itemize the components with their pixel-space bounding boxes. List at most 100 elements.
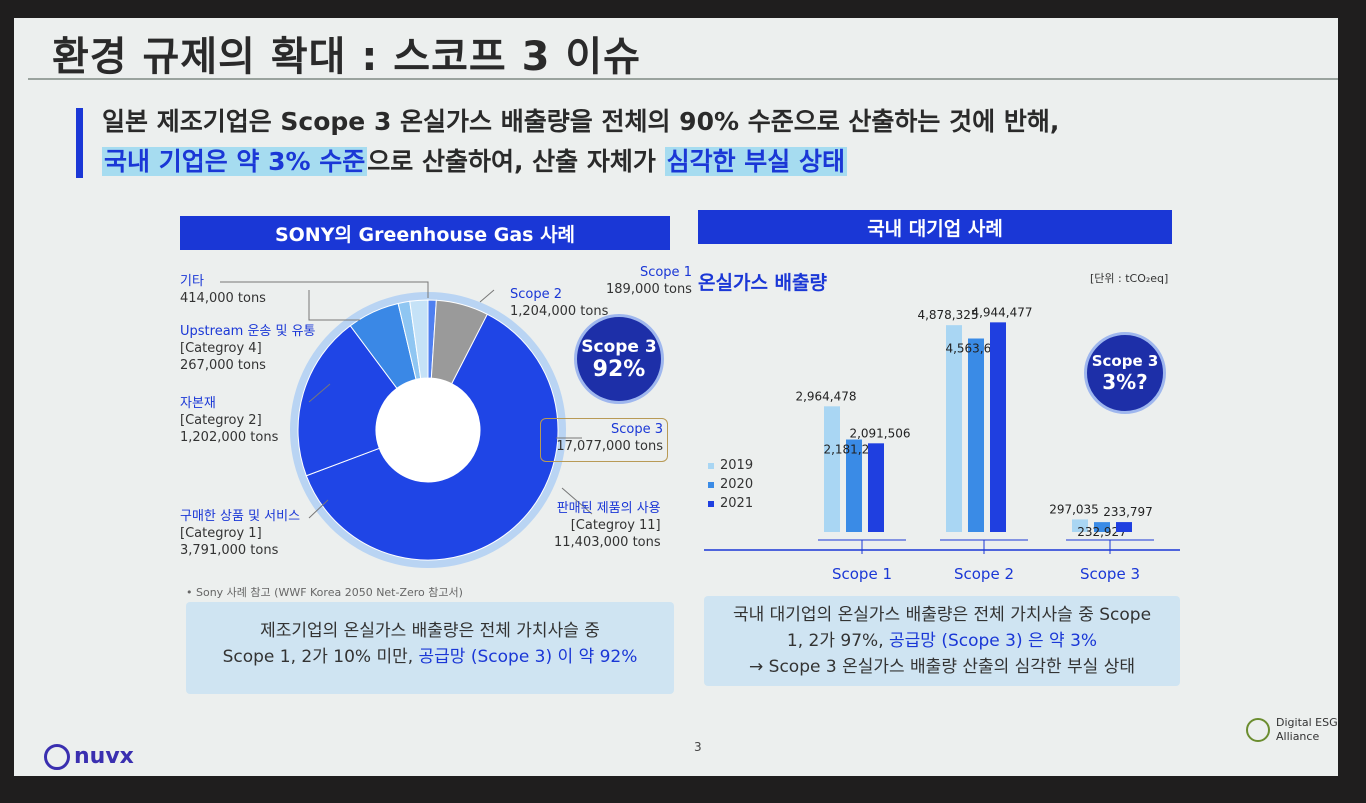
pie-leader-line-4: [479, 289, 495, 303]
lead-highlight-1: 국내 기업은 약 3% 수준: [102, 147, 368, 176]
lead-accent-bar: [76, 108, 83, 178]
pie-label-sold-products: 판매된 제품의 사용 [Categroy 11] 11,403,000 tons: [554, 500, 661, 551]
pie-leader-line-6: [561, 487, 593, 515]
legend-2019-swatch: [708, 462, 714, 469]
pie-label-capital-sub: [Categroy 2]: [180, 413, 262, 428]
domestic-summary-line3: → Scope 3 온실가스 배출량 산출의 심각한 부실 상태: [749, 657, 1135, 677]
pie-slice-3: [297, 325, 398, 477]
pie-label-scope3-total: Scope 3 17,077,000 tons: [540, 418, 668, 462]
legend-2020-label: 2020: [720, 477, 754, 492]
slide-title: 환경 규제의 확대 : 스코프 3 이슈: [52, 34, 641, 80]
bar-chart-title: 온실가스 배출량: [698, 272, 827, 294]
lead-highlight-2: 심각한 부실 상태: [664, 147, 848, 176]
pie-label-upstream-name: Upstream 운송 및 유통: [180, 324, 316, 339]
digital-esg-logo: Digital ESG Alliance: [1246, 716, 1356, 748]
domestic-summary-box: 국내 대기업의 온실가스 배출량은 전체 가치사슬 중 Scope 1, 2가 …: [704, 596, 1180, 686]
sony-summary-line2-b: 공급망 (Scope 3) 이 약 92%: [418, 647, 638, 667]
bar-label-2021-1: 4,944,477: [971, 305, 1032, 319]
pie-label-etc-name: 기타: [180, 274, 204, 289]
bar-label-2019-0: 2,964,478: [795, 389, 856, 403]
legend-2019-label: 2019: [720, 458, 754, 473]
sony-summary-line1: 제조기업의 온실가스 배출량은 전체 가치사슬 중: [260, 621, 600, 641]
pie-label-scope3-value: 17,077,000 tons: [556, 439, 663, 454]
scope3-92-badge: Scope 3 92%: [574, 314, 664, 404]
scope3-3pct-badge-line1: Scope 3: [1091, 352, 1159, 370]
x-tick-label-0: Scope 1: [832, 565, 892, 583]
domestic-summary-line1: 국내 대기업의 온실가스 배출량은 전체 가치사슬 중 Scope: [732, 605, 1152, 625]
x-tick-label-1: Scope 2: [954, 565, 1014, 583]
pie-leader-line-3: [308, 499, 329, 519]
pie-label-purchased-name: 구매한 상품 및 서비스: [180, 509, 301, 524]
sony-section-header: SONY의 Greenhouse Gas 사례: [180, 216, 670, 250]
title-divider: [28, 78, 1338, 80]
pie-label-purchased: 구매한 상품 및 서비스 [Categroy 1] 3,791,000 tons: [180, 508, 300, 559]
esg-logo-line2: Alliance: [1276, 730, 1320, 743]
pie-leader-line-2: [308, 383, 331, 403]
bar-2020-2: [1094, 522, 1110, 532]
legend-2019: 2019: [708, 458, 753, 473]
sony-source-note: • Sony 사례 참고 (WWF Korea 2050 Net-Zero 참고…: [186, 586, 463, 599]
lead-line-2: 국내 기업은 약 3% 수준으로 산출하여, 산출 자체가 심각한 부실 상태: [102, 142, 1059, 182]
domestic-summary-line2: 1, 2가 97%, 공급망 (Scope 3) 은 약 3%: [704, 628, 1180, 654]
pie-label-sold-value: 11,403,000 tons: [554, 535, 661, 550]
bar-2021-0: [868, 443, 884, 532]
domestic-summary-line2-a: 1, 2가 97%,: [786, 631, 889, 651]
bar-2020-1: [968, 338, 984, 532]
bar-2021-2: [1116, 522, 1132, 532]
pie-center-hole: [376, 378, 480, 482]
domestic-summary-line2-b: 공급망 (Scope 3) 은 약 3%: [889, 631, 1098, 651]
pie-label-upstream-sub: [Categroy 4]: [180, 341, 262, 356]
nuvx-logo-text: nuvx: [74, 744, 134, 769]
page-number: 3: [694, 740, 702, 754]
pie-label-purchased-value: 3,791,000 tons: [180, 543, 279, 558]
pie-label-scope3-name: Scope 3: [610, 422, 663, 437]
pie-leader-line-1: [308, 290, 360, 321]
legend-2021-label: 2021: [720, 496, 754, 511]
pie-label-scope2: Scope 2 1,204,000 tons: [510, 286, 608, 320]
bar-chart-unit: [단위 : tCO₂eq]: [1090, 272, 1169, 285]
lead-text: 일본 제조기업은 Scope 3 온실가스 배출량을 전체의 90% 수준으로 …: [102, 102, 1059, 182]
pie-label-etc-value: 414,000 tons: [180, 291, 266, 306]
scope3-3pct-badge-line2: 3%?: [1102, 370, 1148, 394]
leaf-icon: [1246, 718, 1270, 742]
scope3-92-badge-line2: 92%: [592, 356, 646, 382]
pie-label-capital-value: 1,202,000 tons: [180, 430, 279, 445]
pie-label-scope1-value: 189,000 tons: [606, 282, 692, 297]
domestic-section-header: 국내 대기업 사례: [698, 210, 1172, 244]
x-tick-label-2: Scope 3: [1080, 565, 1140, 583]
sony-summary-box: 제조기업의 온실가스 배출량은 전체 가치사슬 중 Scope 1, 2가 10…: [186, 602, 674, 694]
legend-2020-swatch: [708, 481, 714, 488]
bar-2021-1: [990, 322, 1006, 532]
pie-label-etc: 기타 414,000 tons: [180, 273, 266, 307]
pie-label-upstream-value: 267,000 tons: [180, 358, 266, 373]
esg-logo-line1: Digital ESG: [1276, 716, 1338, 729]
sony-summary-line2-a: Scope 1, 2가 10% 미만,: [222, 647, 419, 667]
lead-line-1: 일본 제조기업은 Scope 3 온실가스 배출량을 전체의 90% 수준으로 …: [102, 107, 1060, 136]
pie-label-scope2-value: 1,204,000 tons: [510, 304, 609, 319]
pie-label-scope1: Scope 1 189,000 tons: [606, 264, 692, 298]
bar-2019-2: [1072, 519, 1088, 532]
pie-label-upstream: Upstream 운송 및 유통 [Categroy 4] 267,000 to…: [180, 323, 316, 374]
pie-label-sold-sub: [Categroy 11]: [570, 518, 661, 533]
pie-label-sold-name: 판매된 제품의 사용: [556, 501, 661, 516]
pie-label-capital-name: 자본재: [180, 396, 216, 411]
bar-label-2020-2: 232,927: [1077, 525, 1127, 539]
pie-label-scope2-name: Scope 2: [510, 287, 563, 302]
legend-2021-swatch: [708, 500, 714, 507]
scope3-3pct-badge: Scope 3 3%?: [1084, 332, 1166, 414]
lead-line-2-mid: 으로 산출하여, 산출 자체가: [367, 147, 656, 176]
bar-label-2019-2: 297,035: [1049, 502, 1099, 516]
pie-chart-svg: [220, 281, 593, 568]
scope3-92-badge-line1: Scope 3: [581, 336, 657, 357]
bar-label-2021-0: 2,091,506: [849, 426, 910, 440]
pie-leader-line-0: [220, 281, 429, 298]
pie-label-scope1-name: Scope 1: [639, 265, 692, 280]
legend-2021: 2021: [708, 496, 753, 511]
bar-2019-0: [824, 406, 840, 532]
bar-label-2019-1: 4,878,325: [917, 308, 978, 322]
bar-chart-svg: Scope 12,964,4782,181,2782,091,506Scope …: [704, 305, 1180, 583]
sony-summary-line2: Scope 1, 2가 10% 미만, 공급망 (Scope 3) 이 약 92…: [186, 644, 674, 670]
bar-2019-1: [946, 325, 962, 532]
nuvx-logo: nuvx: [44, 744, 134, 770]
